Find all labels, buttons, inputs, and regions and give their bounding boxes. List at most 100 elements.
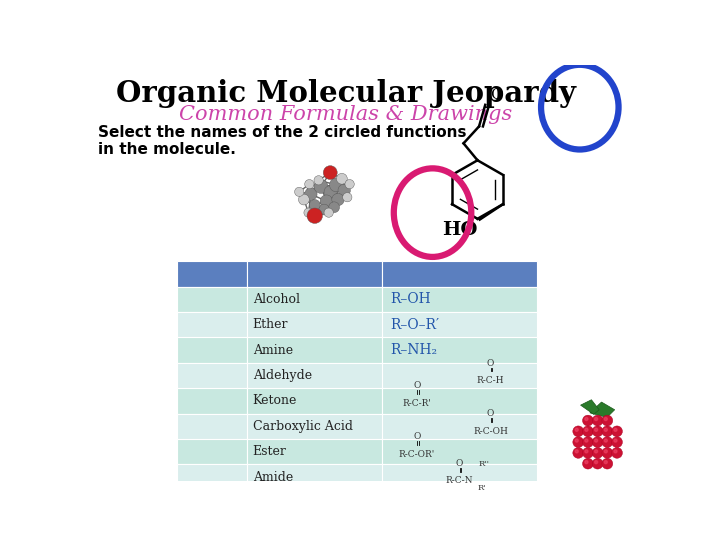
Circle shape xyxy=(582,458,593,469)
Text: O: O xyxy=(487,359,495,368)
Circle shape xyxy=(585,450,588,453)
Bar xyxy=(382,464,537,490)
Bar xyxy=(382,312,537,338)
Circle shape xyxy=(575,450,578,453)
Bar xyxy=(177,363,246,388)
Bar xyxy=(246,388,382,414)
Text: O: O xyxy=(487,409,495,418)
Circle shape xyxy=(595,428,598,431)
Bar xyxy=(382,439,537,464)
Text: Carboxylic Acid: Carboxylic Acid xyxy=(253,420,353,433)
Text: Select the names of the 2 circled functions
in the molecule.: Select the names of the 2 circled functi… xyxy=(98,125,467,157)
Circle shape xyxy=(595,417,598,421)
Text: O: O xyxy=(413,432,420,441)
Circle shape xyxy=(614,428,617,431)
Text: Amine: Amine xyxy=(253,343,293,356)
Circle shape xyxy=(305,188,317,200)
Text: R-C-N: R-C-N xyxy=(446,476,474,485)
Bar xyxy=(177,439,246,464)
Circle shape xyxy=(593,437,603,448)
Bar xyxy=(246,414,382,439)
Circle shape xyxy=(307,208,323,224)
Text: Alcohol: Alcohol xyxy=(253,293,300,306)
Bar xyxy=(246,261,382,287)
Polygon shape xyxy=(580,400,599,414)
Text: R-C-OH: R-C-OH xyxy=(473,427,508,436)
Circle shape xyxy=(614,439,617,442)
Circle shape xyxy=(582,426,593,437)
Circle shape xyxy=(582,437,593,448)
Bar xyxy=(246,464,382,490)
Circle shape xyxy=(604,417,607,421)
Bar xyxy=(382,363,537,388)
Circle shape xyxy=(573,437,584,448)
Text: O: O xyxy=(490,88,503,102)
Circle shape xyxy=(585,428,588,431)
Circle shape xyxy=(614,450,617,453)
Bar xyxy=(382,388,537,414)
Circle shape xyxy=(330,178,343,192)
Circle shape xyxy=(595,450,598,453)
Circle shape xyxy=(604,461,607,464)
Circle shape xyxy=(305,179,314,189)
Circle shape xyxy=(310,200,320,211)
Circle shape xyxy=(585,439,588,442)
Circle shape xyxy=(314,179,328,193)
Circle shape xyxy=(324,208,333,217)
Circle shape xyxy=(299,194,310,205)
Text: Ester: Ester xyxy=(253,445,287,458)
Circle shape xyxy=(320,195,333,207)
Circle shape xyxy=(575,428,578,431)
Text: Aldehyde: Aldehyde xyxy=(253,369,312,382)
Text: R-C-OR': R-C-OR' xyxy=(399,450,435,458)
Circle shape xyxy=(324,186,336,198)
Circle shape xyxy=(338,184,351,197)
Bar xyxy=(382,261,537,287)
Bar xyxy=(177,338,246,363)
Circle shape xyxy=(573,426,584,437)
Bar xyxy=(246,338,382,363)
Text: R–OH: R–OH xyxy=(390,292,431,306)
Text: R-C-R': R-C-R' xyxy=(402,399,431,408)
Circle shape xyxy=(575,439,578,442)
Text: Common Formulas & Drawings: Common Formulas & Drawings xyxy=(179,105,513,124)
Text: Ketone: Ketone xyxy=(253,394,297,407)
Circle shape xyxy=(604,450,607,453)
Circle shape xyxy=(602,458,613,469)
Bar xyxy=(246,287,382,312)
Bar xyxy=(177,388,246,414)
Circle shape xyxy=(602,426,613,437)
Text: Amide: Amide xyxy=(253,471,293,484)
Circle shape xyxy=(595,439,598,442)
Bar xyxy=(382,338,537,363)
Circle shape xyxy=(329,202,340,213)
Circle shape xyxy=(585,417,588,421)
Bar xyxy=(177,312,246,338)
Bar xyxy=(177,464,246,490)
Circle shape xyxy=(602,415,613,426)
Text: Ether: Ether xyxy=(253,318,288,331)
Bar xyxy=(246,439,382,464)
Circle shape xyxy=(573,448,584,458)
Circle shape xyxy=(611,437,622,448)
Bar xyxy=(177,414,246,439)
Circle shape xyxy=(593,458,603,469)
Text: R-C-H: R-C-H xyxy=(477,376,505,385)
Circle shape xyxy=(304,208,313,217)
Circle shape xyxy=(611,448,622,458)
Circle shape xyxy=(319,204,330,215)
Circle shape xyxy=(585,461,588,464)
Text: R–O–R′: R–O–R′ xyxy=(390,318,439,332)
Circle shape xyxy=(314,176,323,185)
Bar xyxy=(177,287,246,312)
Bar xyxy=(382,414,537,439)
Circle shape xyxy=(345,179,354,189)
Circle shape xyxy=(593,426,603,437)
Circle shape xyxy=(343,193,352,202)
Text: R–NH₂: R–NH₂ xyxy=(390,343,437,357)
Circle shape xyxy=(604,439,607,442)
Text: R'': R'' xyxy=(479,460,490,468)
Circle shape xyxy=(593,448,603,458)
Circle shape xyxy=(294,187,304,197)
Circle shape xyxy=(336,173,347,184)
